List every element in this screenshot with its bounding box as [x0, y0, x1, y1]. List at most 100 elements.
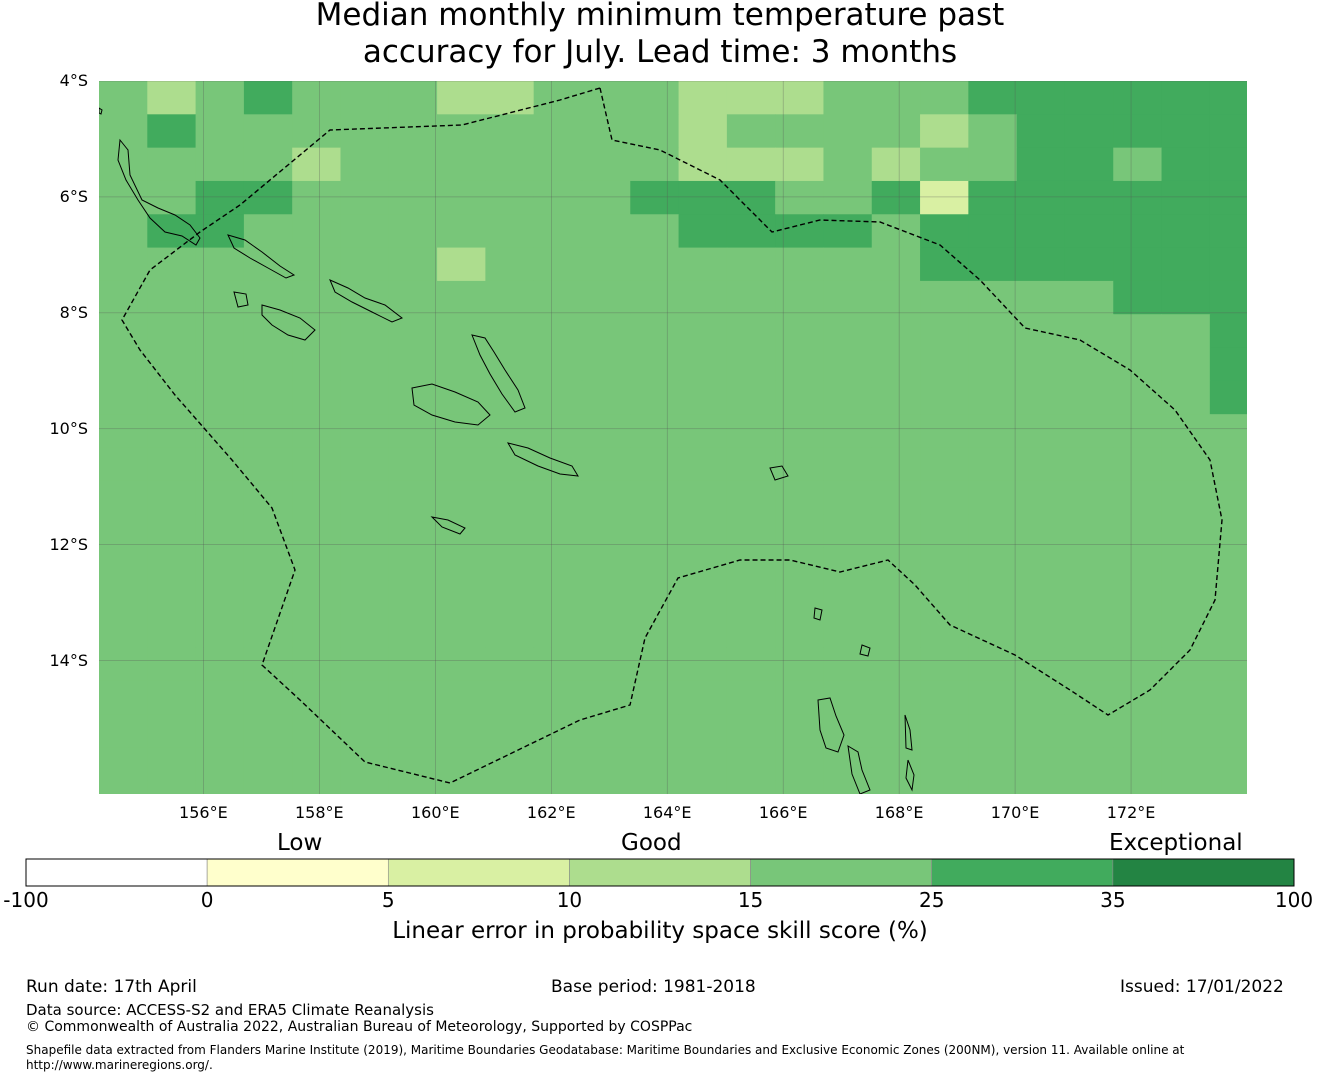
skill-cell	[968, 414, 1018, 448]
skill-cell	[195, 447, 245, 482]
colorbar	[25, 858, 1295, 887]
skill-cell	[292, 314, 341, 349]
skill-cell	[1064, 214, 1114, 249]
skill-cell	[678, 147, 728, 182]
skill-cell	[1113, 514, 1163, 548]
skill-cell	[195, 147, 245, 182]
skill-cell	[340, 314, 390, 349]
skill-cell	[147, 647, 197, 682]
skill-cell	[726, 614, 776, 648]
skill-cell	[871, 214, 921, 249]
skill-cell	[485, 680, 535, 715]
skill-cell	[968, 614, 1018, 648]
colorbar-axis-title: Linear error in probability space skill …	[392, 918, 928, 944]
skill-cell	[775, 547, 824, 582]
skill-cell	[147, 447, 197, 482]
skill-cell	[292, 680, 341, 715]
skill-cell	[775, 114, 824, 149]
skill-cell	[678, 714, 728, 748]
skill-cell	[871, 580, 921, 615]
skill-cell	[485, 214, 535, 249]
skill-cell	[437, 147, 486, 182]
skill-cell	[1064, 180, 1114, 215]
skill-cell	[99, 280, 148, 315]
skill-cell	[1064, 114, 1114, 149]
skill-cell	[581, 380, 631, 415]
skill-cell	[388, 180, 438, 215]
skill-cell	[726, 747, 776, 782]
skill-cell	[388, 247, 438, 282]
skill-cell	[99, 380, 148, 415]
skill-cell	[871, 480, 921, 515]
skill-cell	[678, 314, 728, 349]
skill-cell	[1161, 180, 1211, 215]
skill-cell	[1161, 147, 1211, 182]
skill-cell	[292, 380, 341, 415]
skill-cell	[823, 714, 873, 748]
skill-cell	[1209, 647, 1247, 682]
skill-cell	[1113, 414, 1163, 448]
skill-cell	[1064, 414, 1114, 448]
skill-cell	[243, 547, 293, 582]
skill-cell	[533, 114, 583, 149]
skill-cell	[1064, 547, 1114, 582]
skill-cell	[581, 514, 631, 548]
skill-cell	[775, 280, 824, 315]
skill-cell	[581, 180, 631, 215]
skill-cell	[485, 114, 535, 149]
skill-cell	[1161, 214, 1211, 249]
colorbar-tick-label: 10	[556, 888, 583, 912]
skill-cell	[243, 347, 293, 382]
skill-cell	[968, 647, 1018, 682]
skill-cell	[823, 347, 873, 382]
skill-cell	[437, 280, 486, 315]
skill-cell	[1113, 280, 1163, 315]
skill-cell	[243, 114, 293, 149]
skill-cell	[195, 714, 245, 748]
skill-cell	[437, 714, 486, 748]
skill-cell	[678, 414, 728, 448]
skill-cell	[437, 114, 486, 149]
eez-solomon-islands	[121, 87, 1223, 784]
skill-cell	[388, 114, 438, 149]
coastline-guadalcanal	[411, 383, 491, 426]
coastline-malekula	[847, 745, 871, 794]
skill-cell	[1016, 647, 1066, 682]
skill-cell	[485, 280, 535, 315]
skill-cell	[437, 780, 486, 794]
skill-cell	[292, 81, 341, 115]
skill-cell	[437, 480, 486, 515]
skill-cell	[147, 680, 197, 715]
skill-cell	[99, 314, 148, 349]
legend-category-low: Low	[277, 830, 323, 856]
skill-cell	[823, 614, 873, 648]
colorbar-frame	[25, 858, 1295, 887]
skill-cell	[871, 747, 921, 782]
skill-cell	[968, 780, 1018, 794]
skill-cell	[920, 780, 969, 794]
skill-cell	[1064, 747, 1114, 782]
skill-cell	[1016, 580, 1066, 615]
skill-cell	[99, 447, 148, 482]
skill-cell	[1016, 447, 1066, 482]
skill-cell	[99, 81, 148, 115]
skill-cell	[1113, 247, 1163, 282]
skill-cell	[292, 480, 341, 515]
skill-cell	[1161, 114, 1211, 149]
skill-cell	[195, 680, 245, 715]
skill-cell	[823, 414, 873, 448]
skill-cell	[968, 680, 1018, 715]
skill-cell	[630, 180, 680, 215]
skill-cell	[920, 414, 969, 448]
skill-cell	[388, 81, 438, 115]
skill-cell	[630, 580, 680, 615]
skill-cell	[243, 614, 293, 648]
skill-cell	[1209, 180, 1247, 215]
skill-cell	[630, 514, 680, 548]
skill-cell	[726, 780, 776, 794]
skill-cell	[1064, 780, 1114, 794]
skill-cell	[871, 314, 921, 349]
skill-cell	[1113, 714, 1163, 748]
skill-cell	[243, 647, 293, 682]
skill-cell	[195, 614, 245, 648]
